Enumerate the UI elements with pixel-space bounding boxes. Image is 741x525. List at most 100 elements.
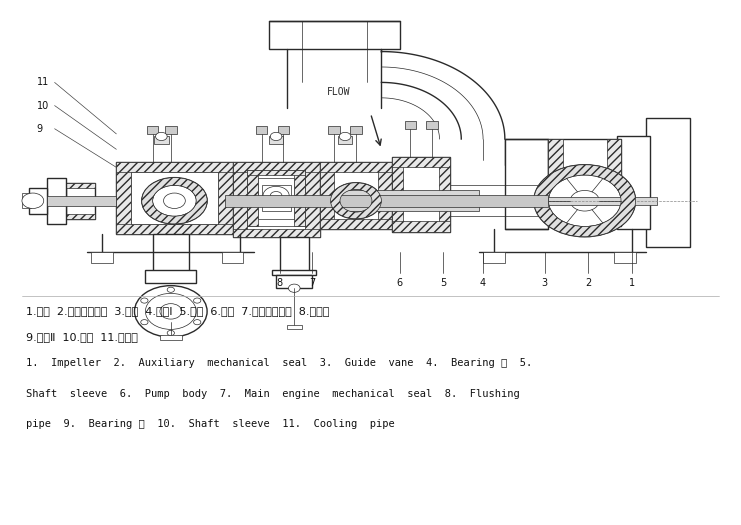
Circle shape [339,132,351,141]
Circle shape [340,190,372,212]
Text: Shaft  sleeve  6.  Pump  body  7.  Main  engine  mechanical  seal  8.  Flushing: Shaft sleeve 6. Pump body 7. Main engine… [25,388,519,398]
Bar [233,162,247,237]
Bar [328,126,340,134]
Bar [548,139,621,226]
Circle shape [145,293,196,329]
Bar [116,224,233,234]
Text: 1.叶轮  2.辅助机械密封  3.导叶  4.轴承Ⅰ  5.轴套  6.泵体  7.主机机械密封  8.冲洗管: 1.叶轮 2.辅助机械密封 3.导叶 4.轴承Ⅰ 5.轴套 6.泵体 7.主机机… [25,306,329,316]
Bar [338,136,353,144]
Bar [426,121,438,129]
Bar [116,162,131,234]
Bar [65,183,95,188]
Bar [47,177,65,224]
Bar [294,170,305,226]
Bar [116,162,233,234]
Circle shape [270,132,282,141]
Bar [280,237,309,273]
Bar [247,170,258,226]
Bar [262,185,290,211]
Circle shape [167,330,174,335]
Bar [319,219,392,229]
Bar [218,162,233,234]
Circle shape [571,191,599,211]
Bar [145,270,196,283]
Bar [278,126,289,134]
Bar [154,136,169,144]
Text: 3: 3 [542,278,548,288]
Wedge shape [534,165,636,237]
Bar [505,139,548,229]
Bar [233,162,319,237]
Circle shape [141,320,148,325]
Bar [617,136,650,229]
Bar [225,195,548,207]
Bar [269,20,399,49]
Bar [505,139,548,229]
Bar [483,252,505,262]
Bar [392,222,451,232]
Bar [439,157,451,232]
Bar [319,162,392,172]
Text: 11: 11 [36,77,49,88]
Text: pipe  9.  Bearing Ⅱ  10.  Shaft  sleeve  11.  Cooling  pipe: pipe 9. Bearing Ⅱ 10. Shaft sleeve 11. C… [25,419,394,429]
Bar [392,157,451,232]
Bar [247,170,305,175]
Circle shape [270,192,282,200]
Bar [153,234,189,273]
Bar [131,172,218,224]
Bar [646,119,690,247]
Bar [65,214,95,219]
Circle shape [167,287,174,292]
Bar [269,20,298,49]
Bar [256,126,268,134]
Text: 10: 10 [36,101,49,111]
Bar [405,121,416,129]
Bar [606,139,621,226]
Circle shape [330,183,382,219]
Bar [319,162,392,229]
Text: 1.  Impeller  2.  Auxiliary  mechanical  seal  3.  Guide  vane  4.  Bearing Ⅰ  5: 1. Impeller 2. Auxiliary mechanical seal… [25,358,532,368]
Bar [548,197,657,205]
Text: 9: 9 [36,124,42,134]
Circle shape [534,165,636,237]
Circle shape [193,320,201,325]
Text: 1: 1 [629,278,635,288]
Bar [614,252,636,262]
Circle shape [263,186,289,205]
Bar [147,126,159,134]
Bar [233,162,319,172]
Bar [247,170,305,226]
Bar [269,136,283,144]
Bar [334,191,479,211]
Circle shape [142,177,207,224]
Circle shape [548,175,621,226]
Bar [233,229,319,237]
Bar [47,177,65,224]
Circle shape [349,196,363,206]
Circle shape [288,284,300,292]
Bar [350,126,362,134]
Circle shape [22,193,44,208]
Bar [91,252,113,262]
Bar [305,162,319,237]
Bar [392,157,451,167]
Circle shape [156,132,167,141]
Bar [47,196,116,206]
Text: 7: 7 [309,278,316,288]
Circle shape [153,185,196,216]
Text: FLOW: FLOW [327,87,350,97]
Text: 6: 6 [396,278,402,288]
Wedge shape [142,177,207,224]
Circle shape [164,193,185,208]
Bar [370,20,399,49]
Bar [116,162,233,172]
Bar [392,157,403,232]
Wedge shape [330,183,382,219]
Bar [276,275,313,288]
Bar [22,193,30,208]
Bar [165,126,176,134]
Text: 4: 4 [480,278,486,288]
Text: 2: 2 [585,278,591,288]
Bar [160,334,182,340]
Circle shape [141,298,148,303]
